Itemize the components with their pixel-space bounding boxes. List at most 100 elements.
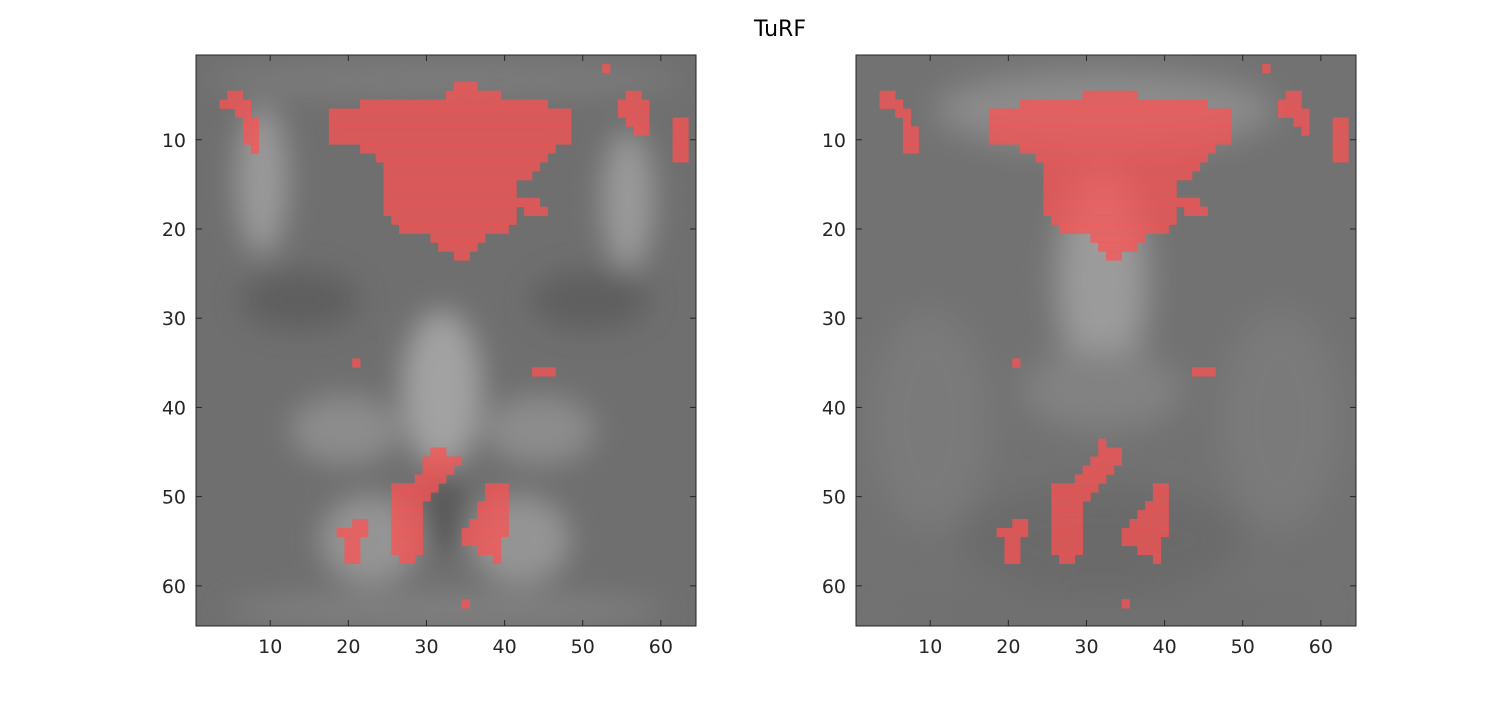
overlay-voxel-run (461, 599, 470, 609)
overlay-voxel-run (344, 554, 361, 564)
overlay-voxel-run (1184, 197, 1201, 208)
overlay-region-lower-left (996, 518, 1029, 564)
right-y-tick-label: 60 (822, 576, 846, 598)
overlay-voxel-run (902, 126, 919, 136)
right-x-tick-label: 30 (1074, 636, 1098, 658)
overlay-voxel-run (1090, 456, 1123, 466)
overlay-voxel-run (1051, 518, 1083, 529)
overlay-voxel-run (352, 518, 369, 529)
overlay-region-occipital-left (391, 447, 463, 564)
right-y-tick-label: 30 (822, 308, 846, 330)
overlay-voxel-run (219, 99, 252, 109)
overlay-voxel-run (1082, 465, 1115, 475)
overlay-voxel-run (1332, 135, 1349, 145)
right-x-tick-label: 40 (1153, 636, 1177, 658)
overlay-region-frontal (988, 90, 1232, 261)
overlay-voxel-run (391, 510, 423, 520)
overlay-voxel-run (438, 242, 478, 252)
overlay-voxel-run (1004, 545, 1021, 556)
left-panel: 10 20 30 40 50 60 10 20 30 40 50 60 (162, 54, 697, 658)
left-x-tick-label: 60 (649, 636, 673, 658)
overlay-voxel-run (1098, 447, 1123, 457)
overlay-voxel-run (336, 527, 369, 538)
left-x-tick-label: 50 (571, 636, 595, 658)
overlay-voxel-run (485, 483, 509, 493)
overlay-voxel-run (1301, 126, 1310, 136)
overlay-voxel-run (344, 536, 361, 547)
right-x-tick-label: 60 (1309, 636, 1333, 658)
right-y-tick-label: 20 (822, 219, 846, 241)
overlay-voxel-run (1121, 599, 1130, 609)
overlay-voxel-run (1121, 536, 1162, 547)
overlay-voxel-run (1004, 554, 1021, 564)
overlay-voxel-run (1145, 501, 1169, 511)
overlay-voxel-run (988, 126, 1232, 136)
overlay-voxel-run (477, 510, 509, 520)
left-y-tick-label: 20 (162, 219, 186, 241)
overlay-voxel-run (902, 117, 912, 127)
overlay-voxel-run (383, 188, 517, 199)
overlay-voxel-run (602, 63, 611, 74)
overlay-voxel-run (1285, 90, 1302, 101)
overlay-voxel-run (1051, 492, 1091, 502)
overlay-voxel-run (1059, 224, 1169, 234)
overlay-voxel-run (672, 117, 689, 127)
overlay-voxel-run (352, 358, 361, 368)
overlay-voxel-run (446, 90, 502, 101)
overlay-voxel-run (227, 90, 244, 101)
figure-title: TuRF (753, 17, 806, 42)
overlay-voxel-run (1152, 483, 1169, 493)
left-y-tick-label: 30 (162, 308, 186, 330)
right-y-tick-label: 40 (822, 397, 846, 419)
overlay-voxel-run (399, 554, 416, 564)
overlay-voxel-run (1137, 510, 1169, 520)
overlay-voxel-run (524, 206, 548, 216)
overlay-voxel-run (902, 135, 919, 145)
overlay-voxel-run (1098, 438, 1107, 448)
overlay-voxel-run (414, 474, 447, 484)
overlay-voxel-run (1293, 117, 1310, 127)
overlay-voxel-run (328, 117, 572, 127)
overlay-voxel-run (360, 99, 548, 109)
overlay-region-bottom-dot (461, 599, 470, 609)
overlay-voxel-run (383, 170, 533, 181)
overlay-voxel-run (383, 179, 517, 190)
overlay-voxel-run (360, 144, 556, 154)
overlay-voxel-run (1277, 99, 1302, 109)
overlay-voxel-run (1098, 242, 1138, 252)
overlay-voxel-run (625, 117, 650, 127)
left-x-tick-label: 30 (414, 636, 438, 658)
overlay-voxel-run (672, 126, 689, 136)
left-y-tick-label: 50 (162, 487, 186, 509)
overlay-voxel-run (1332, 153, 1349, 163)
overlay-region-occipital-right (1121, 483, 1169, 564)
left-overlay (219, 63, 689, 609)
overlay-voxel-run (879, 99, 904, 109)
overlay-voxel-run (1332, 144, 1349, 154)
overlay-voxel-run (469, 518, 509, 529)
overlay-voxel-run (1106, 251, 1123, 261)
overlay-voxel-run (1051, 527, 1083, 538)
overlay-voxel-run (461, 527, 509, 538)
left-x-tick-label: 10 (258, 636, 282, 658)
overlay-voxel-run (391, 518, 423, 529)
overlay-voxel-run (988, 135, 1232, 145)
overlay-region-right-edge (1332, 117, 1349, 163)
overlay-voxel-run (1332, 126, 1349, 136)
overlay-voxel-run (235, 108, 252, 118)
overlay-voxel-run (461, 536, 502, 547)
overlay-voxel-run (1184, 206, 1208, 216)
overlay-voxel-run (625, 90, 642, 101)
overlay-voxel-run (1043, 188, 1177, 199)
overlay-voxel-run (422, 456, 463, 466)
overlay-region-top-left (219, 90, 259, 154)
overlay-voxel-run (477, 545, 502, 556)
overlay-voxel-run (1121, 527, 1169, 538)
overlay-voxel-run (328, 108, 572, 118)
overlay-voxel-run (1129, 518, 1169, 529)
right-y-tick-label: 10 (822, 130, 846, 152)
overlay-region-occipital-left (1051, 438, 1123, 564)
right-panel: 10 20 30 40 50 60 10 20 30 40 50 60 (822, 54, 1357, 658)
overlay-voxel-run (1035, 153, 1208, 163)
left-x-tick-label: 40 (493, 636, 517, 658)
